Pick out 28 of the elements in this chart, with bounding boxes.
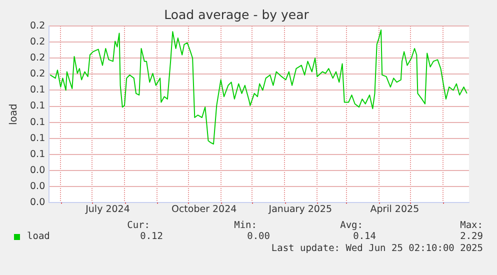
y-tick-label: 0.0 (30, 181, 46, 192)
chart-title: Load average - by year (164, 6, 310, 22)
y-tick-label: 0.2 (30, 52, 46, 64)
text: Max: (460, 220, 483, 231)
x-tick-label: July 2024 (84, 204, 130, 215)
y-tick-label: 0.0 (30, 197, 46, 208)
y-tick-label: 0.1 (30, 132, 46, 144)
y-tick-label: 0.1 (30, 148, 46, 160)
y-tick-label: 0.1 (30, 100, 46, 112)
y-tick-label: 0.2 (30, 68, 46, 80)
y-tick-label: 0.1 (30, 116, 46, 128)
text: Cur: (127, 220, 150, 231)
text: 2.29 (460, 231, 483, 242)
y-tick-label: 0.1 (30, 84, 46, 96)
text: Avg: (340, 220, 363, 231)
text: 0.12 (140, 231, 163, 242)
x-tick-label: October 2024 (171, 204, 237, 215)
text: Last update: Wed Jun 25 02:10:00 2025 (271, 243, 483, 254)
text: Min: (234, 220, 257, 231)
legend-label: load (27, 231, 50, 242)
x-tick-label: April 2025 (370, 204, 420, 215)
text: 0.14 (353, 231, 376, 242)
y-tick-label: 0.0 (30, 164, 46, 176)
text: 0.00 (247, 231, 270, 242)
y-axis-title: load (8, 104, 20, 125)
y-tick-label: 0.2 (30, 20, 46, 32)
x-tick-label: January 2025 (268, 204, 332, 215)
y-tick-label: 0.2 (30, 36, 46, 48)
